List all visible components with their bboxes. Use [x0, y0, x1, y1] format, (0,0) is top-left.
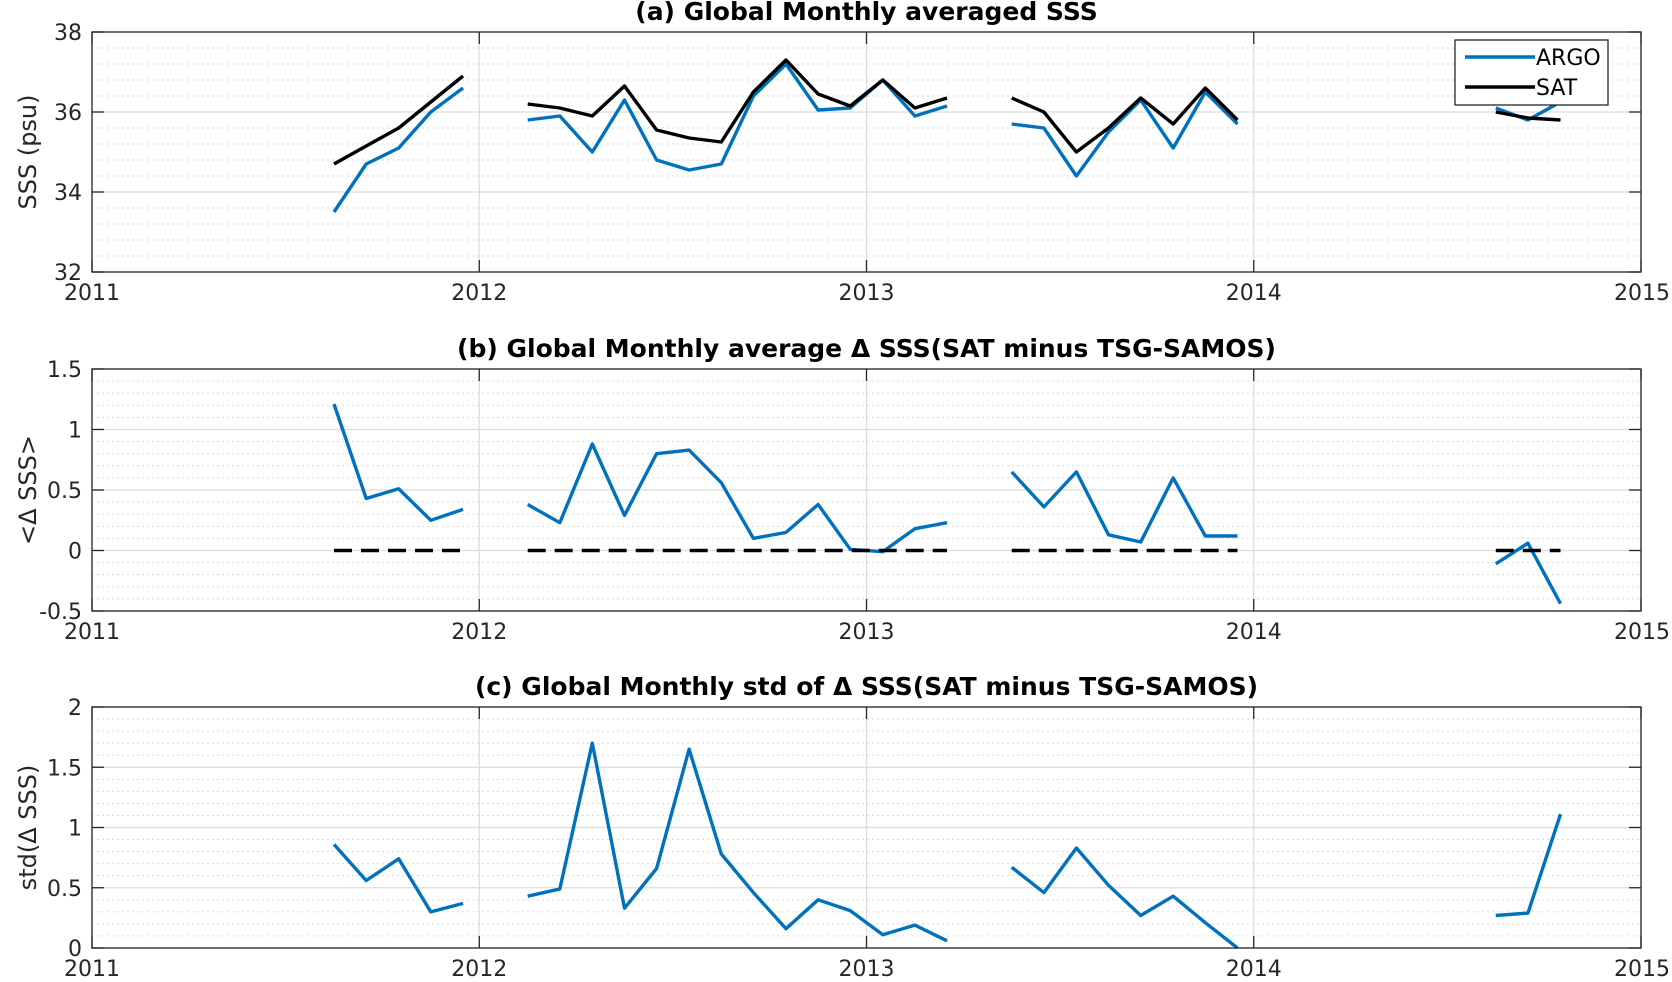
argo-series-line [1495, 100, 1562, 122]
argo-series-line [1011, 90, 1239, 178]
delta-sss-series-line [1494, 541, 1562, 605]
legend: ARGO SAT [1454, 39, 1609, 106]
y-tick-label: 36 [54, 101, 82, 126]
x-tick-label: 2012 [451, 620, 507, 645]
x-tick-label: 2011 [64, 620, 120, 645]
legend-label-argo: ARGO [1536, 46, 1601, 71]
x-tick-label: 2014 [1226, 281, 1282, 306]
y-tick-label: 1.5 [47, 358, 82, 383]
x-tick-label: 2015 [1614, 957, 1670, 982]
x-tick-label: 2011 [64, 957, 120, 982]
y-tick-label: 2 [68, 696, 82, 721]
delta-sss-series-line [526, 442, 948, 554]
x-tick-label: 2014 [1226, 620, 1282, 645]
sat-series-line [1011, 86, 1239, 154]
argo-series-line [332, 86, 465, 213]
delta-sss-series-line [332, 403, 464, 522]
x-tick-label: 2014 [1226, 957, 1282, 982]
chart-title: (c) Global Monthly std of Δ SSS(SAT minu… [475, 672, 1258, 701]
legend-label-sat: SAT [1536, 76, 1578, 101]
x-tick-label: 2012 [451, 957, 507, 982]
sat-series-line [527, 58, 948, 144]
y-tick-label: 0.5 [47, 877, 82, 902]
y-tick-label: 0.5 [47, 479, 82, 504]
panel-a: 2011 2012 2013 2014 2015 32 34 36 38 (a) Global M… [14, 0, 1670, 306]
sat-series-line [333, 74, 465, 166]
chart-title: (a) Global Monthly averaged SSS [635, 0, 1097, 26]
y-tick-label: 0 [68, 540, 82, 565]
delta-sss-series-line [1010, 846, 1239, 950]
y-axis-label: <Δ SSS> [14, 435, 42, 545]
chart-title: (b) Global Monthly average Δ SSS(SAT min… [457, 334, 1276, 363]
y-tick-label: 38 [54, 21, 82, 46]
x-tick-label: 2011 [64, 281, 120, 306]
y-axis-label: SSS (psu) [14, 94, 42, 209]
y-tick-label: 1 [68, 817, 82, 842]
x-tick-label: 2013 [839, 281, 895, 306]
y-tick-label: 0 [68, 937, 82, 962]
x-tick-label: 2012 [451, 281, 507, 306]
x-tick-label: 2013 [839, 620, 895, 645]
x-tick-label: 2013 [839, 957, 895, 982]
x-tick-label: 2015 [1614, 281, 1670, 306]
y-tick-label: -0.5 [39, 600, 82, 625]
delta-sss-series-line [1495, 813, 1563, 918]
x-tick-label: 2015 [1614, 620, 1670, 645]
panel-b: 2011 2012 2013 2014 2015 -0.5 0 0.5 1 1.5 (b) Glob… [14, 334, 1670, 645]
y-tick-label: 1 [68, 419, 82, 444]
y-tick-label: 34 [54, 181, 82, 206]
sat-series-line [1495, 110, 1561, 122]
delta-sss-series-line [332, 843, 464, 914]
y-tick-label: 32 [54, 261, 82, 286]
y-axis-label: std(Δ SSS) [14, 765, 42, 891]
delta-sss-series-line [1010, 470, 1238, 544]
legend-box [1454, 39, 1609, 106]
y-tick-label: 1.5 [47, 756, 82, 781]
panel-c: 2011 2012 2013 2014 2015 0 0.5 1 1.5 2 (c) Global … [14, 672, 1670, 982]
delta-sss-series-line [527, 741, 948, 943]
